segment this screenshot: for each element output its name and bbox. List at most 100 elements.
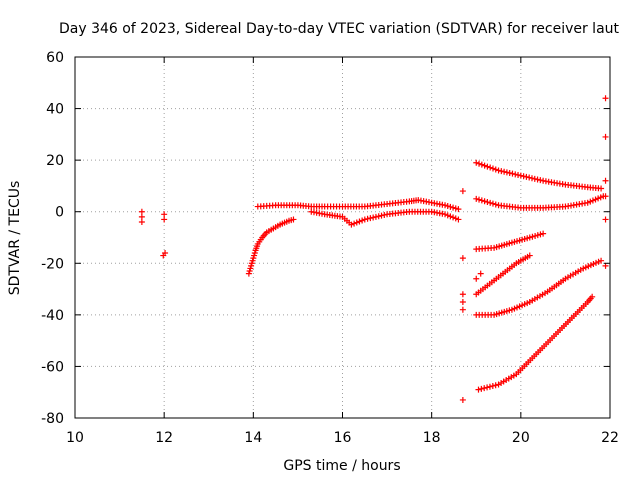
data-point-arc-1 — [478, 161, 485, 168]
data-point-band-lower — [361, 216, 368, 223]
data-point-band-lower — [367, 215, 374, 222]
data-point-band-lower — [351, 220, 358, 227]
data-point-arc-1 — [476, 160, 483, 167]
data-point-arc-7 — [486, 383, 493, 390]
x-tick-label: 16 — [334, 430, 352, 446]
data-point-main-band — [442, 202, 449, 209]
data-point-arc-1 — [503, 169, 510, 176]
data-point-right-edge — [602, 95, 609, 102]
data-point-arc-1 — [537, 177, 544, 184]
data-point-band-lower — [375, 213, 382, 220]
data-point-band-lower — [455, 216, 462, 223]
x-tick-label: 10 — [66, 430, 84, 446]
data-point-arc-7 — [475, 386, 482, 393]
data-point-early-isolated — [161, 211, 168, 218]
data-point-arc-2 — [597, 194, 604, 201]
data-point-arc-7 — [484, 384, 491, 391]
data-point-band-lower — [348, 221, 355, 228]
data-point-arc-3 — [537, 231, 544, 238]
y-tick-label: 20 — [46, 153, 64, 169]
data-point-arc-2 — [592, 196, 599, 203]
data-point-arc-2 — [478, 197, 485, 204]
data-point-arc-1 — [481, 162, 488, 169]
data-point-arc-3 — [529, 233, 536, 240]
data-point-band-lower — [370, 214, 377, 221]
data-point-arc-1 — [526, 174, 533, 181]
data-point-arc-2 — [489, 200, 496, 207]
data-point-arc-2 — [587, 198, 594, 205]
data-point-arc-2 — [492, 201, 499, 208]
data-point-arc-1 — [512, 171, 519, 178]
grid-lines — [75, 57, 610, 418]
data-point-arc-2 — [487, 199, 494, 206]
y-tick-label: 40 — [46, 102, 64, 118]
data-point-band-lower — [447, 213, 454, 220]
data-point-early-isolated — [161, 216, 168, 223]
data-point-arc-7 — [478, 385, 485, 392]
data-point-right-edge — [602, 193, 609, 200]
x-tick-label: 14 — [244, 430, 262, 446]
data-point-early-isolated — [138, 208, 145, 215]
data-point-arc-7 — [492, 382, 499, 389]
data-point-main-band — [450, 204, 457, 211]
data-point-rising-arc — [290, 216, 297, 223]
data-point-arc-1 — [598, 185, 605, 192]
data-point-t18.7-column — [459, 306, 466, 313]
data-point-arc-2 — [584, 199, 591, 206]
data-point-band-lower — [353, 219, 360, 226]
data-point-arc-1 — [506, 170, 513, 177]
data-point-arc-1 — [515, 171, 522, 178]
data-point-arc-1 — [487, 164, 494, 171]
data-point-arc-7 — [489, 382, 496, 389]
data-point-arc-7 — [589, 293, 596, 300]
data-point-arc-1 — [517, 172, 524, 179]
data-point-band-lower — [450, 214, 457, 221]
data-point-arc-3 — [532, 232, 539, 239]
data-point-arc-4 — [477, 270, 484, 277]
data-point-main-band — [455, 206, 462, 213]
y-tick-label: 0 — [55, 205, 64, 221]
data-point-main-band — [444, 203, 451, 210]
data-point-arc-1 — [492, 166, 499, 173]
data-point-arc-1 — [501, 168, 508, 175]
data-point-early-isolated — [138, 213, 145, 220]
data-point-t18.7-column — [459, 188, 466, 195]
y-tick-label: -80 — [41, 411, 64, 427]
data-point-arc-3 — [526, 234, 533, 241]
data-point-band-lower — [452, 215, 459, 222]
data-point-band-lower — [378, 212, 385, 219]
data-point-arc-2 — [473, 195, 480, 202]
data-point-t18.7-column — [459, 291, 466, 298]
data-point-arc-1 — [498, 168, 505, 175]
x-tick-label: 22 — [601, 430, 619, 446]
data-point-arc-2 — [595, 195, 602, 202]
data-point-arc-1 — [523, 173, 530, 180]
data-point-arc-1 — [520, 173, 527, 180]
x-tick-label: 18 — [423, 430, 441, 446]
data-point-band-lower — [359, 217, 366, 224]
data-point-early-isolated — [162, 249, 169, 256]
data-point-arc-1 — [534, 176, 541, 183]
data-points — [138, 95, 609, 403]
data-point-right-edge — [602, 216, 609, 223]
data-point-band-lower — [381, 211, 388, 218]
data-point-band-lower — [442, 211, 449, 218]
data-point-arc-1 — [495, 167, 502, 174]
y-tick-label: -20 — [41, 256, 64, 272]
y-axis-label: SDTVAR / TECUs — [7, 181, 23, 296]
data-point-band-lower — [444, 212, 451, 219]
data-point-right-edge — [602, 177, 609, 184]
y-tick-label: -60 — [41, 359, 64, 375]
data-point-arc-5 — [526, 252, 533, 259]
x-axis-label: GPS time / hours — [283, 458, 400, 474]
data-point-right-edge — [602, 262, 609, 269]
data-point-arc-2 — [484, 199, 491, 206]
data-point-band-lower — [372, 213, 379, 220]
data-point-arc-1 — [489, 165, 496, 172]
x-tick-label: 12 — [155, 430, 173, 446]
data-point-arc-7 — [481, 385, 488, 392]
data-point-main-band — [447, 203, 454, 210]
data-point-band-lower — [356, 218, 363, 225]
data-point-arc-1 — [509, 170, 516, 177]
